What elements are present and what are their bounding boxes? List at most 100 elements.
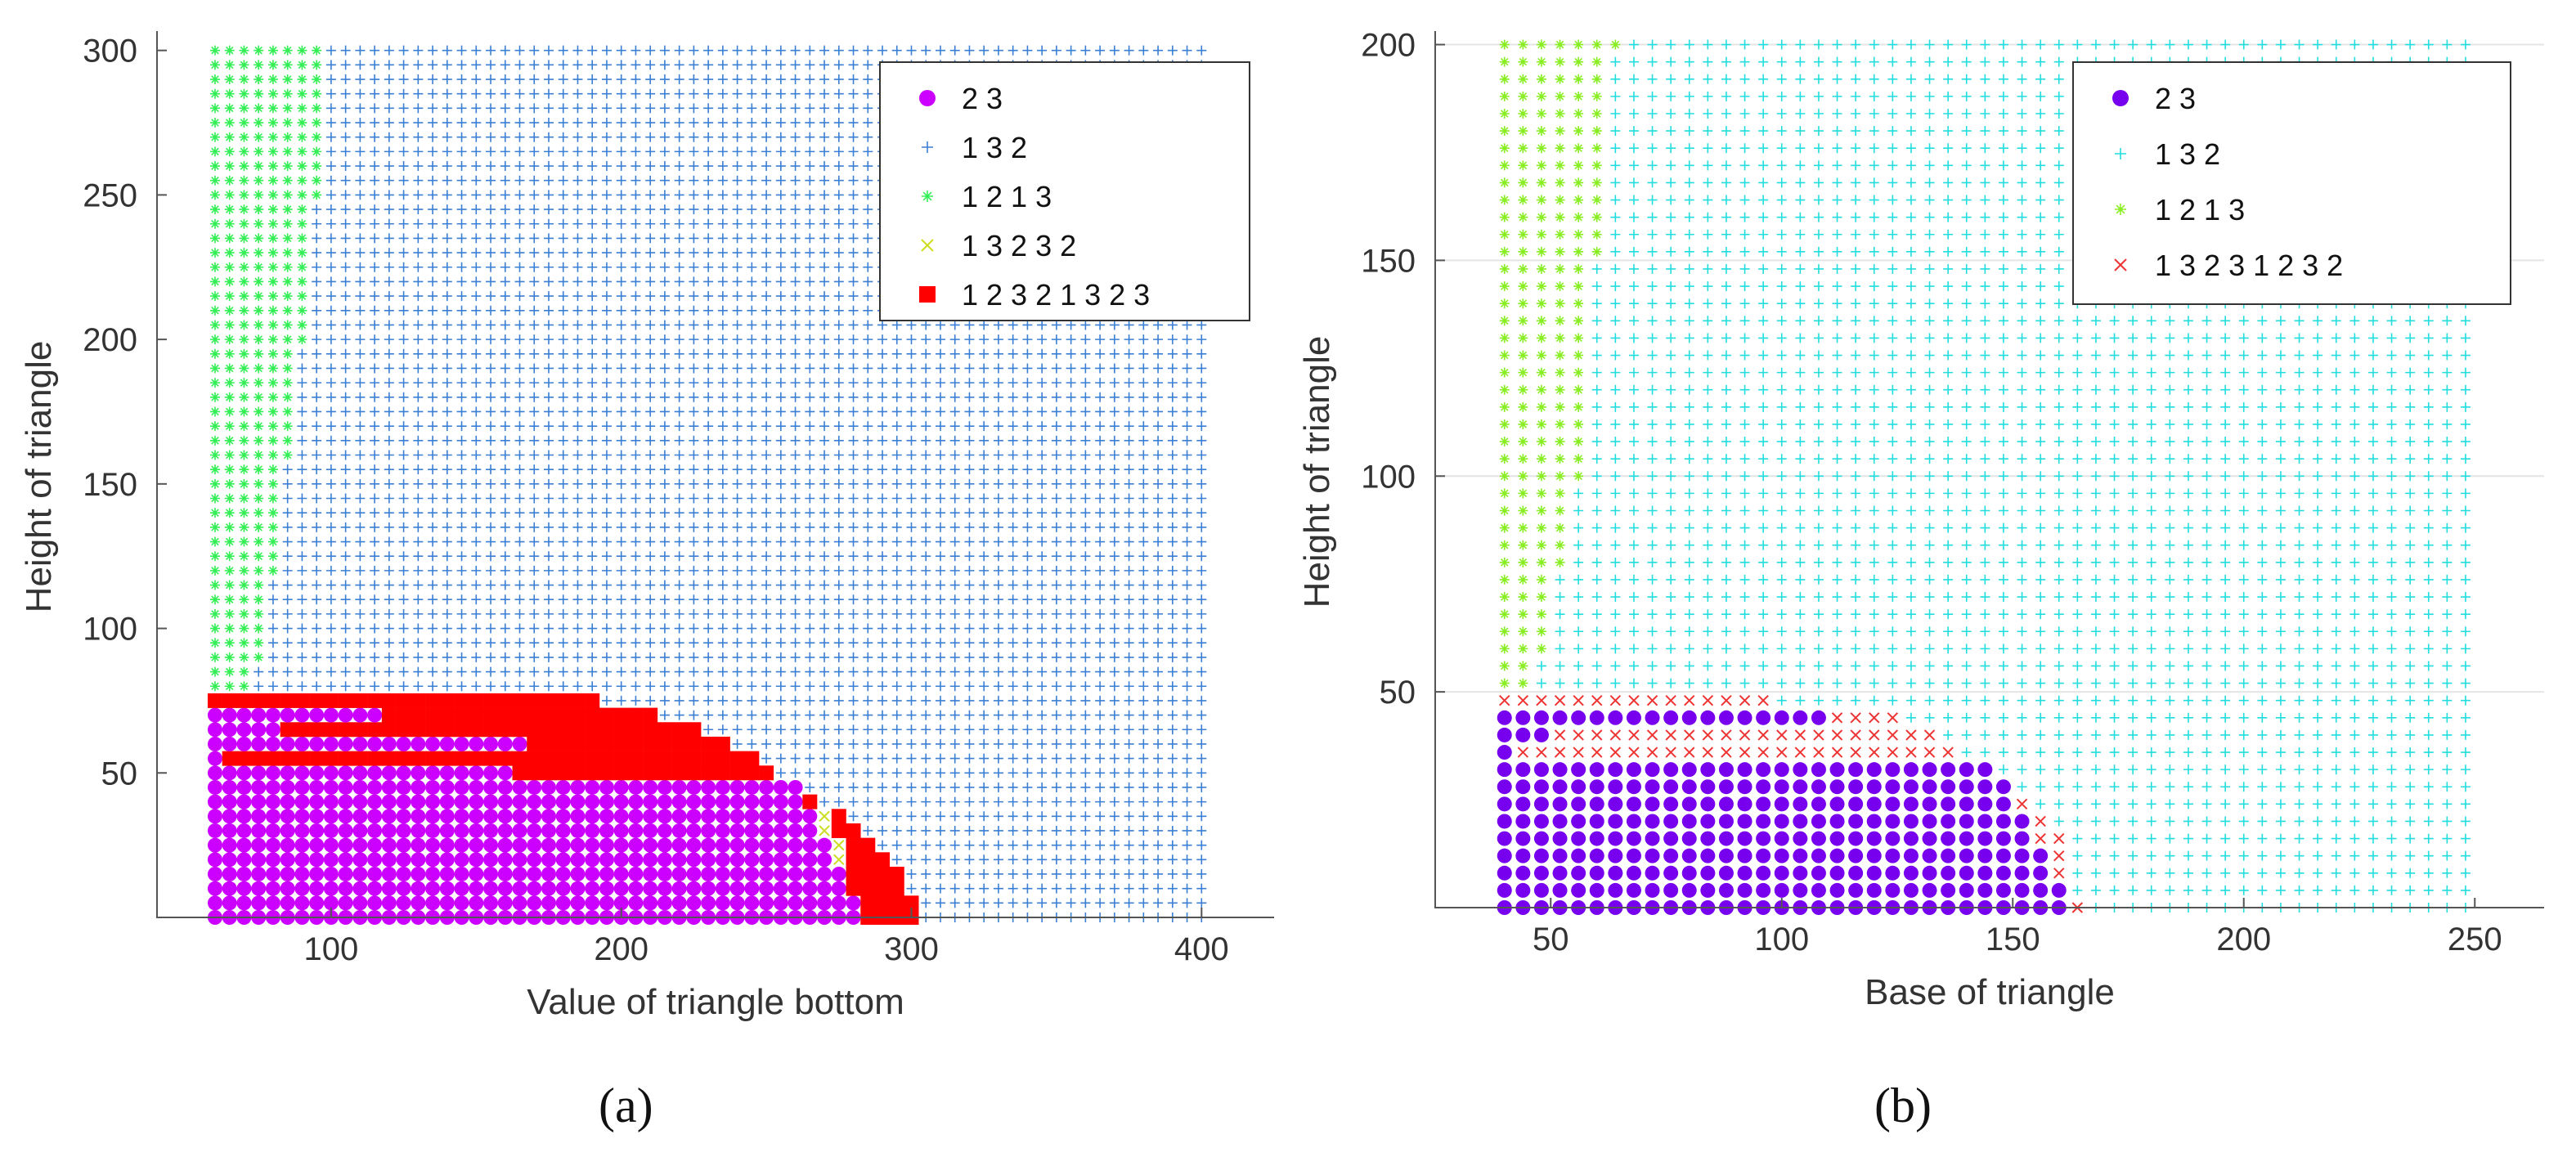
- data-point: [1109, 363, 1120, 374]
- data-point: [732, 146, 743, 157]
- data-point: [1700, 762, 1716, 778]
- data-point: [1739, 522, 1750, 533]
- data-point: [1499, 39, 1510, 50]
- data-point: [686, 866, 702, 881]
- data-point: [863, 305, 873, 316]
- data-point: [486, 291, 496, 302]
- data-point: [674, 378, 684, 388]
- data-point: [1589, 848, 1604, 863]
- data-point: [396, 693, 411, 708]
- data-point: [297, 88, 307, 99]
- data-point: [428, 392, 438, 402]
- data-point: [674, 551, 684, 562]
- data-point: [527, 736, 542, 751]
- data-point: [1138, 320, 1149, 330]
- data-point: [689, 450, 699, 460]
- data-point: [689, 118, 699, 128]
- data-point: [1573, 108, 1584, 119]
- data-point: [1721, 39, 1731, 50]
- data-point: [833, 435, 844, 446]
- data-point: [254, 291, 264, 302]
- data-point: [1109, 493, 1120, 504]
- data-point: [1051, 435, 1061, 446]
- data-point: [442, 45, 452, 56]
- data-point: [325, 580, 336, 590]
- data-point: [224, 551, 235, 562]
- data-point: [442, 276, 452, 287]
- data-point: [949, 551, 960, 562]
- data-point: [848, 724, 859, 735]
- data-point: [1666, 384, 1676, 395]
- data-point: [469, 794, 484, 809]
- data-point: [1628, 661, 1639, 671]
- data-point: [587, 478, 598, 489]
- data-point: [338, 895, 353, 911]
- data-point: [921, 406, 931, 417]
- data-point: [659, 392, 670, 402]
- axis-frame: [156, 31, 1274, 918]
- data-point: [1022, 753, 1033, 764]
- data-point: [717, 88, 728, 99]
- data-point: [1167, 710, 1178, 720]
- data-point: [1555, 540, 1565, 550]
- data-point: [1138, 508, 1149, 518]
- data-point: [1095, 738, 1106, 749]
- data-point: [486, 146, 496, 157]
- data-point: [1739, 729, 1751, 741]
- data-point: [280, 866, 295, 881]
- data-point: [456, 45, 467, 56]
- data-point: [529, 638, 540, 648]
- data-point: [367, 823, 383, 838]
- data-point: [297, 623, 307, 634]
- data-point: [645, 508, 656, 518]
- data-point: [471, 565, 482, 576]
- data-point: [1518, 437, 1528, 447]
- data-point: [384, 493, 394, 504]
- data-point: [384, 464, 394, 475]
- data-point: [282, 681, 293, 692]
- data-point: [297, 320, 307, 330]
- data-point: [657, 823, 672, 838]
- data-point: [1109, 421, 1120, 432]
- data-point: [483, 866, 499, 881]
- data-point: [497, 751, 513, 766]
- data-point: [674, 652, 684, 662]
- data-point: [1573, 350, 1584, 361]
- data-point: [747, 565, 757, 576]
- data-point: [454, 823, 469, 838]
- data-point: [587, 652, 598, 662]
- data-point: [732, 291, 743, 302]
- data-point: [921, 796, 931, 807]
- data-point: [1080, 594, 1091, 605]
- data-point: [1051, 666, 1061, 677]
- data-point: [674, 392, 684, 402]
- data-point: [1758, 644, 1769, 654]
- data-point: [1628, 540, 1639, 550]
- data-point: [1153, 508, 1164, 518]
- data-point: [224, 363, 235, 374]
- data-point: [411, 794, 426, 809]
- data-point: [483, 809, 499, 824]
- data-point: [454, 794, 469, 809]
- data-point: [1555, 437, 1565, 447]
- data-point: [239, 334, 249, 345]
- data-point: [1610, 177, 1621, 188]
- data-point: [949, 768, 960, 778]
- data-point: [370, 60, 380, 70]
- data-point: [558, 262, 568, 272]
- data-point: [1718, 814, 1734, 829]
- data-point: [732, 103, 743, 114]
- data-point: [863, 753, 873, 764]
- data-point: [338, 693, 353, 708]
- data-point: [297, 175, 307, 186]
- data-point: [747, 392, 757, 402]
- data-point: [340, 74, 351, 85]
- data-point: [601, 565, 612, 576]
- data-point: [1610, 557, 1621, 567]
- data-point: [428, 378, 438, 388]
- data-point: [747, 146, 757, 157]
- data-point: [1196, 768, 1207, 778]
- data-point: [529, 103, 540, 114]
- data-point: [1628, 246, 1639, 257]
- data-point: [428, 218, 438, 229]
